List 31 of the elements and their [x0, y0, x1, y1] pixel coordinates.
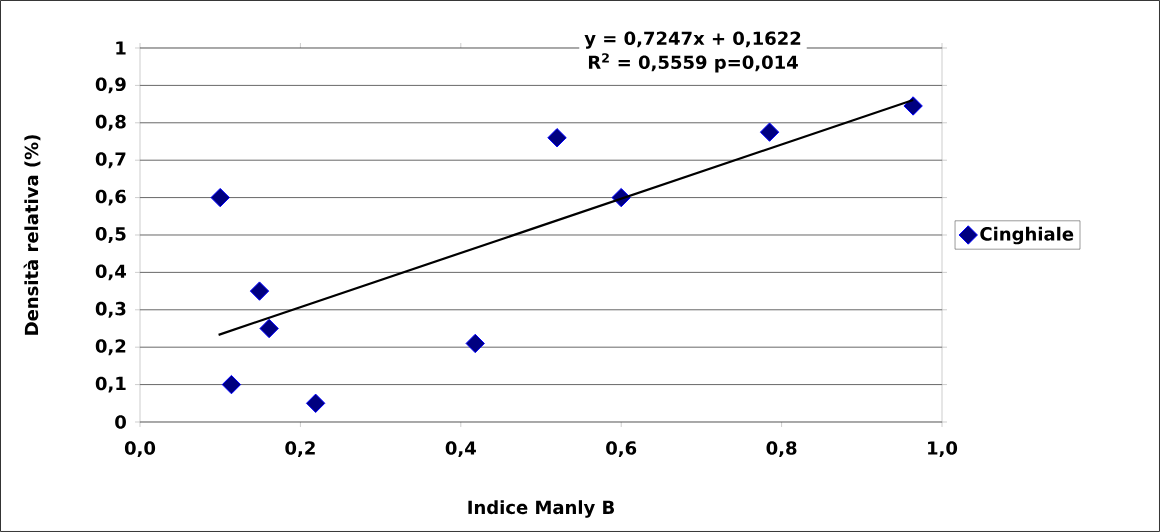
y-tick-label: 0,4 [95, 264, 126, 281]
y-tick-label: 0,5 [95, 227, 126, 243]
x-tick-label: 0,6 [606, 441, 637, 458]
x-tick-label: 0,0 [124, 441, 156, 458]
x-tick-label: 0,2 [285, 441, 315, 458]
point [547, 128, 567, 148]
annotation: y = 0,7247x + 0,1622 [584, 31, 801, 49]
point [210, 187, 230, 208]
x-axis-title: Indice Manly B [468, 500, 614, 518]
point [903, 96, 923, 116]
y-tick-label: 0 [115, 415, 126, 429]
point [759, 122, 780, 142]
y-tick-label: 0,2 [95, 339, 126, 356]
y-tick-label: 0,1 [95, 376, 126, 393]
point [221, 374, 242, 395]
x-tick-label: 0,8 [766, 441, 797, 458]
annotation: R$^{2}$ = 0,5559 p=0,014 [588, 53, 798, 73]
y-tick-label: 1 [116, 41, 126, 55]
y-tick-label: 0,8 [95, 114, 126, 131]
x-tick-label: 0,4 [445, 441, 476, 458]
point [259, 318, 279, 339]
y-tick-label: 0,3 [95, 301, 126, 318]
point [249, 281, 270, 301]
point [305, 393, 326, 413]
point [465, 333, 485, 354]
y-tick-label: 0,9 [95, 77, 126, 94]
y-axis-title: Densità relativa (%) [23, 135, 41, 335]
y-tick-label: 0,7 [95, 152, 126, 169]
y-tick-label: 0,6 [95, 189, 126, 206]
x-tick-label: 1,0 [928, 441, 958, 458]
legend-label: Cinghiale [980, 226, 1074, 245]
